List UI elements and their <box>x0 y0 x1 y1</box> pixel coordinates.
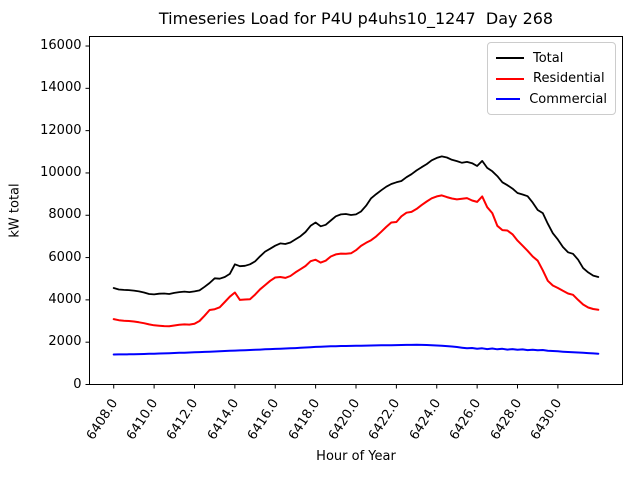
y-tick-label: 0 <box>73 376 82 392</box>
series-line-commercial <box>112 343 600 356</box>
y-tick-label: 4000 <box>48 291 82 307</box>
legend-item-commercial: Commercial <box>496 92 607 107</box>
y-tick-label: 8000 <box>48 207 82 223</box>
legend-label-commercial: Commercial <box>529 91 607 107</box>
chart-title: Timeseries Load for P4U p4uhs10_1247 Day… <box>158 9 554 28</box>
series-line-total <box>112 155 600 296</box>
legend-line-commercial <box>496 98 521 100</box>
legend: Total Residential Commercial <box>487 42 616 115</box>
y-tick-label: 16000 <box>40 38 82 54</box>
legend-label-total: Total <box>533 50 564 66</box>
y-tick-label: 10000 <box>40 164 82 180</box>
series-line-residential <box>112 194 600 328</box>
x-axis-label: Hour of Year <box>316 449 396 464</box>
legend-item-total: Total <box>496 51 607 66</box>
y-tick-label: 2000 <box>48 334 82 350</box>
y-axis-label: kW total <box>7 183 23 238</box>
y-tick-label: 6000 <box>48 249 82 265</box>
legend-line-total <box>496 57 524 59</box>
y-tick-label: 12000 <box>40 122 82 138</box>
legend-line-residential <box>496 77 524 80</box>
legend-label-residential: Residential <box>533 71 605 86</box>
legend-item-residential: Residential <box>496 71 607 86</box>
y-tick-label: 14000 <box>40 80 82 96</box>
